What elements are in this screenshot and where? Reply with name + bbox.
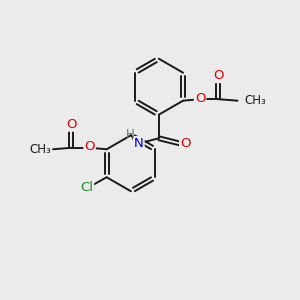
Text: O: O xyxy=(214,69,224,82)
Text: O: O xyxy=(180,137,190,150)
Text: O: O xyxy=(84,140,95,153)
Text: O: O xyxy=(67,118,77,131)
Text: CH₃: CH₃ xyxy=(30,143,52,156)
Text: N: N xyxy=(134,137,144,150)
Text: O: O xyxy=(195,92,206,105)
Text: CH₃: CH₃ xyxy=(244,94,266,107)
Text: H: H xyxy=(126,128,135,141)
Text: Cl: Cl xyxy=(80,181,93,194)
